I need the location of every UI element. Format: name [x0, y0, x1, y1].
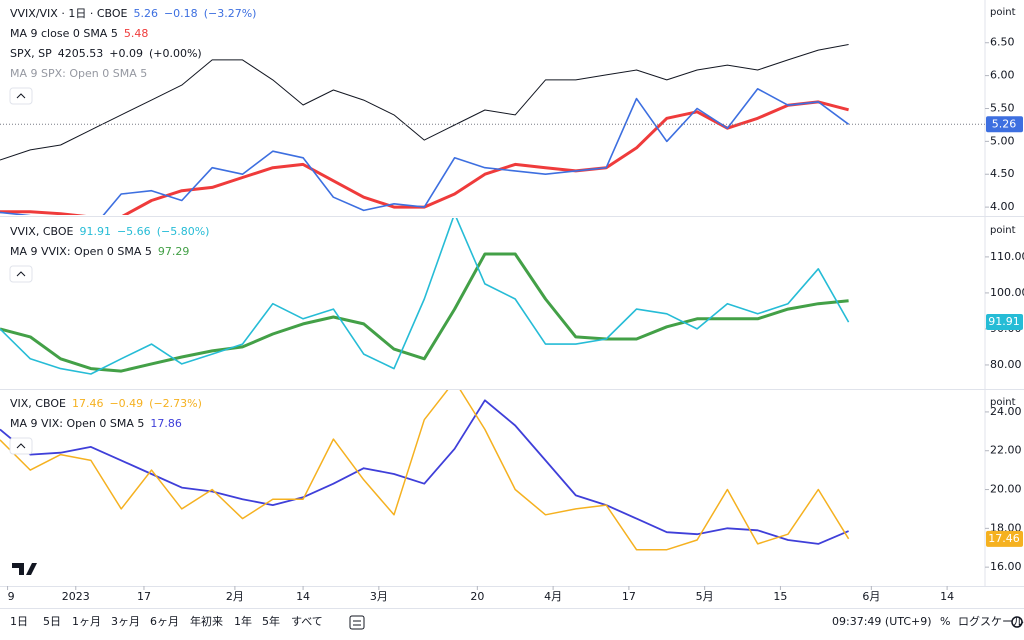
x-tick-label: 2月 — [226, 590, 244, 603]
legend-item: VVIX, CBOE — [10, 225, 74, 238]
legend-item: 5.48 — [124, 27, 149, 40]
legend-item: −0.49 — [109, 397, 143, 410]
axis-unit: point — [990, 225, 1016, 236]
range-button[interactable]: 5年 — [262, 614, 280, 628]
range-button[interactable]: 年初来 — [190, 614, 223, 628]
y-tick-label: 100.00 — [990, 286, 1024, 299]
settings-icon[interactable] — [1011, 616, 1023, 628]
percent-toggle[interactable]: % — [940, 615, 950, 628]
x-tick-label: 5月 — [696, 590, 714, 603]
price-badge — [986, 116, 1023, 133]
y-tick-label: 22.00 — [990, 444, 1022, 457]
collapse-button[interactable] — [9, 437, 33, 455]
range-button[interactable]: 6ヶ月 — [150, 615, 179, 628]
legend-item: VVIX/VIX · 1日 · CBOE — [10, 7, 128, 20]
x-tick-label: 14 — [296, 590, 310, 603]
series-group — [0, 390, 850, 551]
legend-row: VIX, CBOE 17.46 −0.49 (−2.73%) — [10, 397, 202, 410]
log-scale-toggle[interactable]: ログスケール — [958, 614, 1024, 628]
legend-item: VIX, CBOE — [10, 397, 66, 410]
legend-row: MA 9 SPX: Open 0 SMA 5 — [10, 67, 147, 80]
legend-row: VVIX/VIX · 1日 · CBOE 5.26 −0.18 (−3.27%) — [10, 7, 256, 20]
x-tick-label: 9 — [8, 590, 15, 603]
x-tick-label: 20 — [470, 590, 484, 603]
y-tick-label: 6.50 — [990, 36, 1015, 49]
price-badge-label: 5.26 — [992, 117, 1017, 130]
range-button[interactable]: 1年 — [234, 614, 252, 628]
legend-item: SPX, SP — [10, 47, 52, 60]
line-series — [0, 44, 849, 161]
y-tick-label: 4.00 — [990, 200, 1015, 213]
y-tick-label: 20.00 — [990, 483, 1022, 496]
compare-icon[interactable] — [349, 615, 365, 630]
y-tick-label: 5.50 — [990, 101, 1015, 114]
price-badge-label: 17.46 — [988, 532, 1020, 545]
price-badge — [986, 530, 1023, 547]
x-tick-label: 17 — [137, 590, 151, 603]
legend-item: 97.29 — [158, 245, 190, 258]
legend-row: MA 9 VVIX: Open 0 SMA 5 97.29 — [10, 245, 189, 258]
x-tick-label: 15 — [773, 590, 787, 603]
series-group — [0, 218, 850, 375]
collapse-icon[interactable] — [16, 443, 26, 449]
legend-item: (−5.80%) — [157, 225, 210, 238]
legend-row: MA 9 VIX: Open 0 SMA 5 17.86 — [10, 417, 182, 430]
legend-item: −0.18 — [164, 7, 198, 20]
y-tick-label: 110.00 — [990, 250, 1024, 263]
legend-item: 17.86 — [150, 417, 182, 430]
range-button[interactable]: すべて — [291, 615, 323, 628]
legend-item: 17.46 — [72, 397, 104, 410]
x-tick-label: 2023 — [62, 590, 90, 603]
range-button[interactable]: 1ヶ月 — [72, 615, 101, 628]
clock: 09:37:49 (UTC+9) — [832, 615, 932, 628]
price-badge-label: 91.91 — [988, 315, 1020, 328]
x-tick-label: 14 — [940, 590, 954, 603]
range-button[interactable]: 5日 — [43, 615, 61, 628]
x-tick-label: 17 — [622, 590, 636, 603]
legend-item: MA 9 SPX: Open 0 SMA 5 — [10, 67, 147, 80]
line-series — [0, 390, 850, 551]
legend-item: 4205.53 — [58, 47, 104, 60]
y-tick-label: 24.00 — [990, 405, 1022, 418]
price-badge — [986, 314, 1023, 331]
legend-item: MA 9 VVIX: Open 0 SMA 5 — [10, 245, 152, 258]
legend-item: −5.66 — [117, 225, 151, 238]
axis-unit: point — [990, 7, 1016, 18]
line-series — [0, 88, 850, 215]
legend-row: VVIX, CBOE 91.91 −5.66 (−5.80%) — [10, 225, 209, 238]
legend-row: MA 9 close 0 SMA 5 5.48 — [10, 27, 148, 40]
y-tick-label: 80.00 — [990, 358, 1022, 371]
legend-item: 5.26 — [133, 7, 158, 20]
line-series — [0, 218, 850, 375]
collapse-icon[interactable] — [16, 93, 26, 99]
legend-item: (−2.73%) — [149, 397, 202, 410]
axis-unit: point — [990, 397, 1016, 408]
legend-row: SPX, SP 4205.53 +0.09 (+0.00%) — [10, 47, 202, 60]
line-series — [0, 399, 849, 545]
range-button[interactable]: 1日 — [10, 615, 28, 628]
x-tick-label: 3月 — [370, 590, 388, 603]
legend-item: (+0.00%) — [149, 47, 202, 60]
collapse-icon[interactable] — [16, 271, 26, 277]
legend-item: MA 9 VIX: Open 0 SMA 5 — [10, 417, 144, 430]
legend-item: 91.91 — [79, 225, 111, 238]
logo — [12, 563, 37, 575]
collapse-button[interactable] — [9, 265, 33, 283]
legend-item: MA 9 close 0 SMA 5 — [10, 27, 118, 40]
line-series — [0, 252, 849, 373]
x-tick-label: 4月 — [544, 590, 562, 603]
legend-item: +0.09 — [109, 47, 143, 60]
range-button[interactable]: 3ヶ月 — [111, 615, 140, 628]
series-group — [0, 44, 850, 215]
legend-item: (−3.27%) — [204, 7, 257, 20]
collapse-button[interactable] — [9, 87, 33, 105]
y-tick-label: 6.00 — [990, 69, 1015, 82]
y-tick-label: 4.50 — [990, 167, 1015, 180]
y-tick-label: 16.00 — [990, 560, 1022, 573]
x-tick-label: 6月 — [862, 590, 880, 603]
y-tick-label: 5.00 — [990, 134, 1015, 147]
